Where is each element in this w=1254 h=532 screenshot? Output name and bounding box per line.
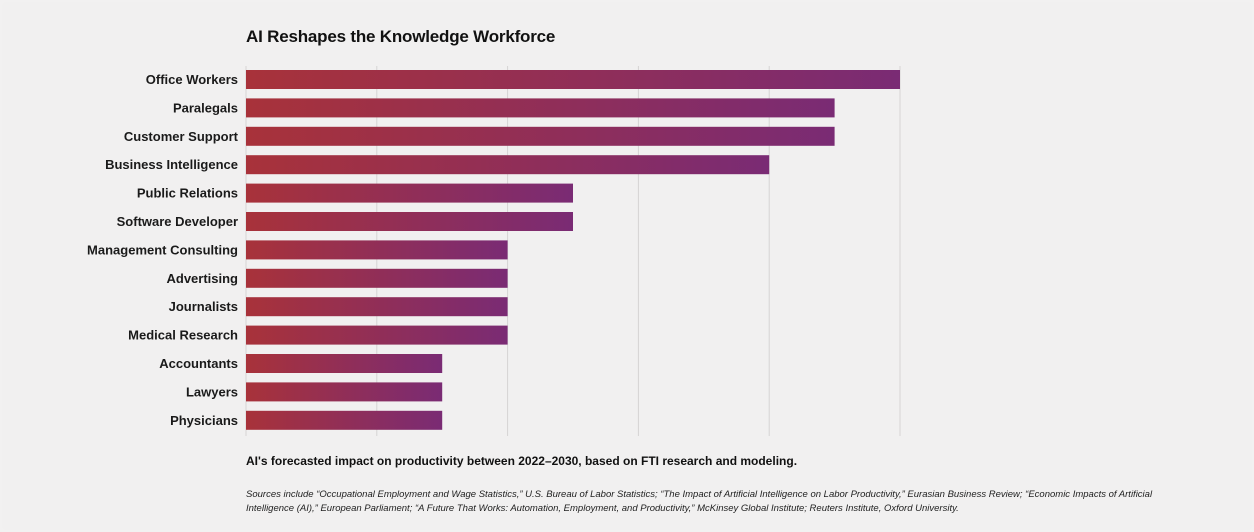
bar-public-relations xyxy=(246,183,573,203)
bar-journalists xyxy=(246,297,508,317)
category-label: Paralegals xyxy=(173,100,238,115)
category-label: Customer Support xyxy=(124,129,239,144)
category-label: Lawyers xyxy=(186,384,238,399)
bar-accountants xyxy=(246,354,443,373)
category-labels: Office Workers Paralegals Customer Support… xyxy=(87,72,239,428)
category-label: Office Workers xyxy=(146,72,238,87)
bar-advertising xyxy=(246,268,508,288)
category-label: Software Developer xyxy=(117,214,238,229)
category-label: Physicians xyxy=(170,413,238,428)
chart-caption: AI's forecasted impact on productivity b… xyxy=(246,454,798,468)
bars xyxy=(246,70,900,430)
bar-business-intelligence xyxy=(246,155,770,175)
category-label: Management Consulting xyxy=(87,242,238,257)
bar-software-developer xyxy=(246,212,573,231)
category-label: Public Relations xyxy=(137,186,238,201)
category-label: Journalists xyxy=(169,299,238,314)
bar-chart: Office Workers Paralegals Customer Support… xyxy=(87,66,901,436)
bar-management-consulting xyxy=(246,240,508,260)
category-label: Medical Research xyxy=(128,328,238,343)
bar-medical-research xyxy=(246,325,508,345)
bar-physicians xyxy=(246,410,443,430)
category-label: Accountants xyxy=(159,356,238,371)
bar-customer-support xyxy=(246,126,835,146)
bar-lawyers xyxy=(246,382,443,402)
sources-note: Sources include “Occupational Employment… xyxy=(246,489,1153,514)
bar-office-workers xyxy=(246,70,900,89)
chart-title: AI Reshapes the Knowledge Workforce xyxy=(246,27,556,46)
category-label: Business Intelligence xyxy=(105,157,238,172)
category-label: Advertising xyxy=(166,271,238,286)
bar-paralegals xyxy=(246,98,835,118)
